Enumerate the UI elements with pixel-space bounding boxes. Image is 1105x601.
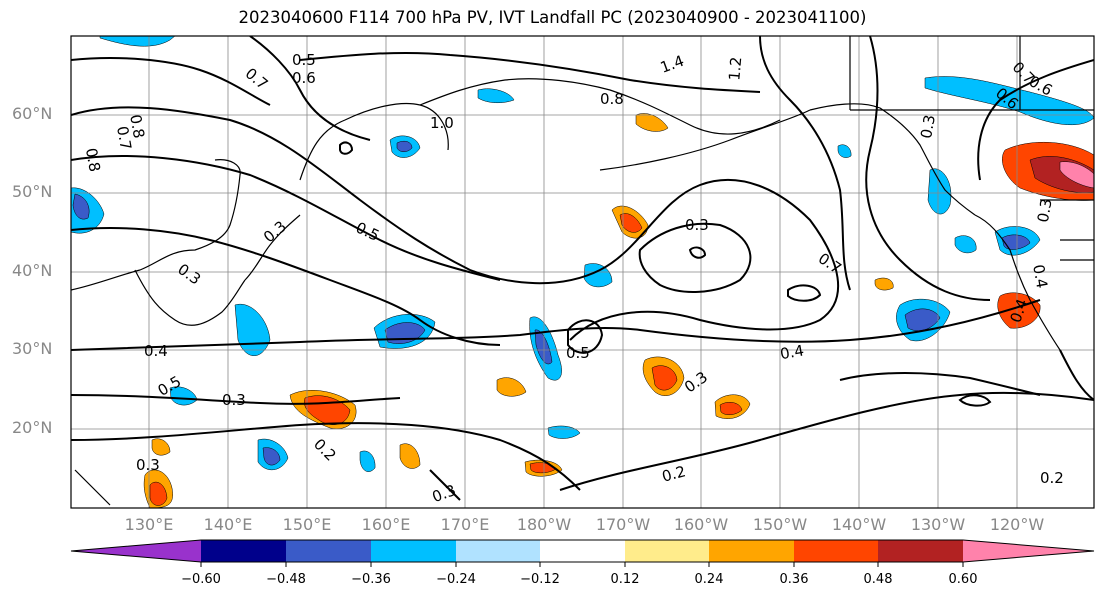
lon-label: 120°W <box>989 515 1045 534</box>
lon-label: 170°W <box>595 515 651 534</box>
contour-label: 0.2 <box>660 462 688 486</box>
colorbar-tick-label: 0.12 <box>610 572 640 587</box>
colorbar-segment <box>878 540 963 562</box>
lon-label: 160°W <box>673 515 729 534</box>
lat-lon-grid <box>71 36 1094 508</box>
contour-label: 0.4 <box>144 342 168 360</box>
colorbar-segment <box>625 540 709 562</box>
colorbar-segment <box>201 540 286 562</box>
colorbar-segment <box>709 540 794 562</box>
lon-label: 150°E <box>282 515 332 534</box>
colorbar-tick-label: −0.48 <box>266 572 306 587</box>
contour-label: 0.8 <box>126 113 148 140</box>
contour-label: 0.3 <box>685 216 709 234</box>
colorbar-tick-label: −0.24 <box>436 572 476 587</box>
colorbar-segment <box>456 540 540 562</box>
lon-label: 160°E <box>361 515 411 534</box>
colorbar-segment <box>794 540 878 562</box>
colorbar-segment <box>540 540 625 562</box>
colorbar-tick-label: 0.24 <box>694 572 724 587</box>
colorbar-tick-label: −0.60 <box>181 572 221 587</box>
contour-label: 0.3 <box>136 456 160 474</box>
contour-label: 0.2 <box>1040 469 1064 487</box>
contour-label: 0.4 <box>779 341 806 363</box>
contour-label: 1.2 <box>725 56 745 81</box>
lat-label: 50°N <box>12 182 53 201</box>
contour-label: 0.8 <box>82 147 104 174</box>
lat-label: 20°N <box>12 418 53 437</box>
colorbar-tick-label: −0.12 <box>520 572 560 587</box>
lat-label: 60°N <box>12 104 53 123</box>
lat-label: 40°N <box>12 261 53 280</box>
colorbar <box>70 539 1095 567</box>
colorbar-segment <box>71 540 201 562</box>
colorbar-tick-label: 0.60 <box>948 572 978 587</box>
lat-label: 30°N <box>12 339 53 358</box>
colorbar-segment <box>963 540 1094 562</box>
colorbar-tick-label: 0.36 <box>779 572 809 587</box>
contour-label: 1.0 <box>430 114 454 132</box>
colorbar-segment <box>286 540 371 562</box>
contour-label: 0.3 <box>222 391 246 409</box>
coastlines <box>71 36 1094 506</box>
lon-label: 130°E <box>124 515 174 534</box>
lon-label: 140°W <box>831 515 887 534</box>
lon-label: 140°E <box>203 515 253 534</box>
contour-label: 0.7 <box>113 125 135 152</box>
lon-label: 150°W <box>752 515 808 534</box>
contour-label: 0.4 <box>1029 263 1051 290</box>
pv-contours <box>71 36 1094 501</box>
colorbar-segment <box>371 540 456 562</box>
contour-label: 0.6 <box>292 69 316 87</box>
contour-label: 0.3 <box>917 113 939 140</box>
contour-label: 0.3 <box>1034 197 1056 224</box>
colorbar-tick-label: 0.48 <box>863 572 893 587</box>
map-frame <box>70 35 1095 509</box>
contour-label: 0.8 <box>600 90 624 108</box>
map-title: 2023040600 F114 700 hPa PV, IVT Landfall… <box>238 8 867 27</box>
lon-label: 180°W <box>516 515 572 534</box>
lon-label: 170°E <box>440 515 490 534</box>
colorbar-tick-label: −0.36 <box>351 572 391 587</box>
contour-label: 0.5 <box>292 51 316 69</box>
lon-label: 130°W <box>910 515 966 534</box>
contour-label: 0.5 <box>566 344 590 362</box>
